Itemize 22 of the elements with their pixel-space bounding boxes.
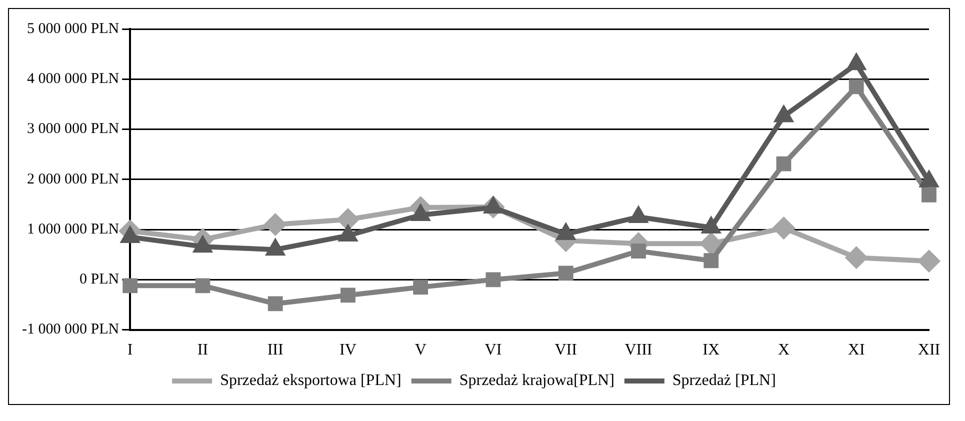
x-tick-label: III (267, 342, 284, 359)
legend-label: Sprzedaż [PLN] (672, 372, 776, 390)
x-tick-label: IV (340, 342, 357, 359)
x-tick-label: VIII (624, 342, 652, 359)
x-tick-label: II (197, 342, 208, 359)
x-tick-label: VI (484, 342, 502, 359)
x-tick-label: I (127, 342, 133, 359)
x-tick-label: V (414, 342, 427, 359)
y-tick-label: 3 000 000 PLN (26, 121, 120, 138)
x-tick-label: VII (554, 342, 577, 359)
legend-label: Sprzedaż eksportowa [PLN] (220, 372, 402, 390)
y-tick-label: 5 000 000 PLN (26, 20, 120, 37)
legend-label: Sprzedaż krajowa[PLN] (459, 372, 614, 390)
x-tick-label: IX (702, 342, 720, 359)
y-tick-label: 2 000 000 PLN (26, 171, 120, 188)
y-tick-label: 0 PLN (79, 272, 120, 288)
x-tick-label: X (778, 342, 790, 359)
y-tick-label: 4 000 000 PLN (26, 71, 120, 88)
y-tick-label: 1 000 000 PLN (26, 221, 120, 238)
x-tick-label: XII (918, 342, 940, 359)
y-tick-label: -1 000 000 PLN (22, 322, 120, 338)
x-tick-label: XI (848, 342, 865, 359)
